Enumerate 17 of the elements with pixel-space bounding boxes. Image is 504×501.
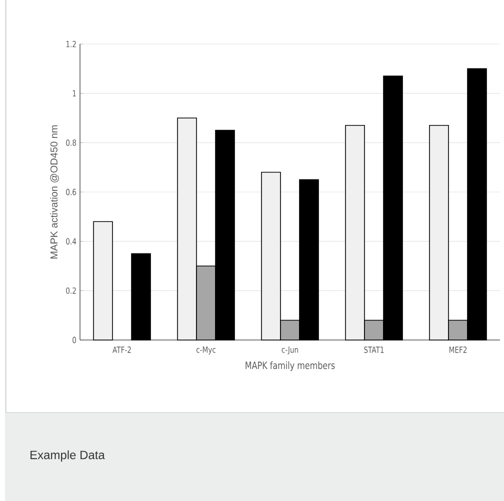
y-tick-label: 0.2	[66, 287, 76, 294]
y-tick-label: 1	[72, 90, 76, 96]
x-tick-label: STAT1	[364, 346, 384, 353]
x-tick-label: MEF2	[449, 346, 467, 353]
y-axis-title: MAPK activation @OD450 nm	[50, 125, 59, 258]
x-tick-label: c-Myc	[196, 346, 216, 354]
x-tick-label: ATF-2	[112, 346, 131, 353]
y-tick-label: 1.2	[66, 40, 76, 48]
bar	[93, 221, 113, 340]
y-tick-label: 0.8	[66, 139, 76, 146]
y-tick-label: 0.4	[66, 238, 76, 245]
x-axis-title: MAPK family members	[246, 361, 335, 372]
x-tick-label: c-Jun	[282, 346, 298, 354]
y-tick-label: 0	[72, 336, 76, 344]
text: Example Data	[30, 450, 105, 462]
y-tick-label: 0.6	[66, 188, 76, 196]
bar	[131, 253, 151, 340]
